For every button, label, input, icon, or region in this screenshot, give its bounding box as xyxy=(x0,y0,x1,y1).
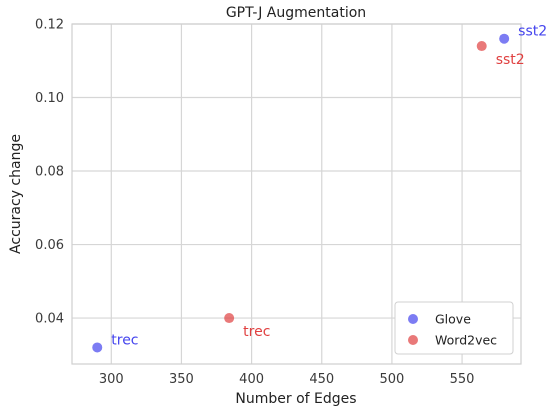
point-word2vec-trec xyxy=(224,313,235,324)
x-axis-label: Number of Edges xyxy=(235,391,356,407)
x-tick-label: 350 xyxy=(169,372,194,387)
x-tick-label: 550 xyxy=(450,372,475,387)
point-word2vec-sst2 xyxy=(476,41,487,52)
y-tick-label: 0.06 xyxy=(35,238,64,253)
legend-marker-word2vec xyxy=(408,335,418,345)
point-glove-sst2 xyxy=(499,33,510,44)
x-tick-label: 500 xyxy=(379,372,404,387)
x-tick-labels: 300 350 400 450 500 550 xyxy=(99,372,475,387)
point-label-word2vec-sst2: sst2 xyxy=(496,52,525,68)
point-label-glove-trec: trec xyxy=(111,332,138,348)
point-label-glove-sst2: sst2 xyxy=(518,24,547,40)
legend-label-glove: Glove xyxy=(435,312,471,327)
legend: Glove Word2vec xyxy=(394,301,514,355)
point-label-word2vec-trec: trec xyxy=(243,324,270,340)
x-tick-label: 450 xyxy=(309,372,334,387)
plot-frame xyxy=(71,23,522,365)
legend-marker-glove xyxy=(408,314,418,324)
chart-title: GPT-J Augmentation xyxy=(226,5,366,21)
y-tick-label: 0.04 xyxy=(35,312,64,327)
point-glove-trec xyxy=(92,342,103,353)
y-tick-label: 0.08 xyxy=(35,165,64,180)
y-tick-labels: 0.04 0.06 0.08 0.10 0.12 xyxy=(35,18,64,327)
legend-box xyxy=(394,301,514,355)
y-axis-label: Accuracy change xyxy=(8,134,24,254)
x-tick-label: 300 xyxy=(99,372,124,387)
y-tick-label: 0.10 xyxy=(35,91,64,106)
y-tick-label: 0.12 xyxy=(35,18,64,33)
legend-label-word2vec: Word2vec xyxy=(435,333,497,348)
x-tick-label: 400 xyxy=(239,372,264,387)
data-points: trec sst2 trec sst2 xyxy=(92,24,547,353)
